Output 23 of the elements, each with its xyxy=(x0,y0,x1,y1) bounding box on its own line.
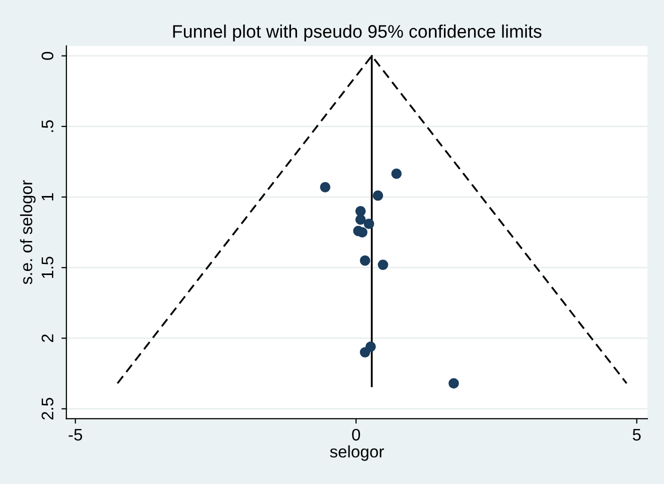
y-tick-label: 1 xyxy=(42,193,54,200)
y-tick-label: 2 xyxy=(42,334,54,342)
point xyxy=(391,168,402,179)
point xyxy=(357,227,368,238)
y-tick-label: 1.5 xyxy=(42,256,54,278)
point xyxy=(372,190,384,201)
point xyxy=(355,206,366,216)
y-tick-label: 0 xyxy=(42,52,54,60)
x-tick-label: 5 xyxy=(632,428,641,441)
point xyxy=(364,218,374,230)
x-axis-title: selogor xyxy=(330,445,384,461)
chart-title: Funnel plot with pseudo 95% confidence limits xyxy=(173,24,542,42)
point xyxy=(378,260,388,270)
x-tick-label: 0 xyxy=(352,428,360,441)
point xyxy=(448,378,459,389)
x-tick-label: -5 xyxy=(68,428,82,441)
point xyxy=(355,214,366,225)
y-tick-label: 2.5 xyxy=(42,398,54,420)
y-axis-title: s.e. of selogor xyxy=(20,180,36,284)
point xyxy=(360,347,370,358)
point xyxy=(360,255,370,266)
y-tick-label: .5 xyxy=(42,120,54,132)
point xyxy=(320,182,330,192)
